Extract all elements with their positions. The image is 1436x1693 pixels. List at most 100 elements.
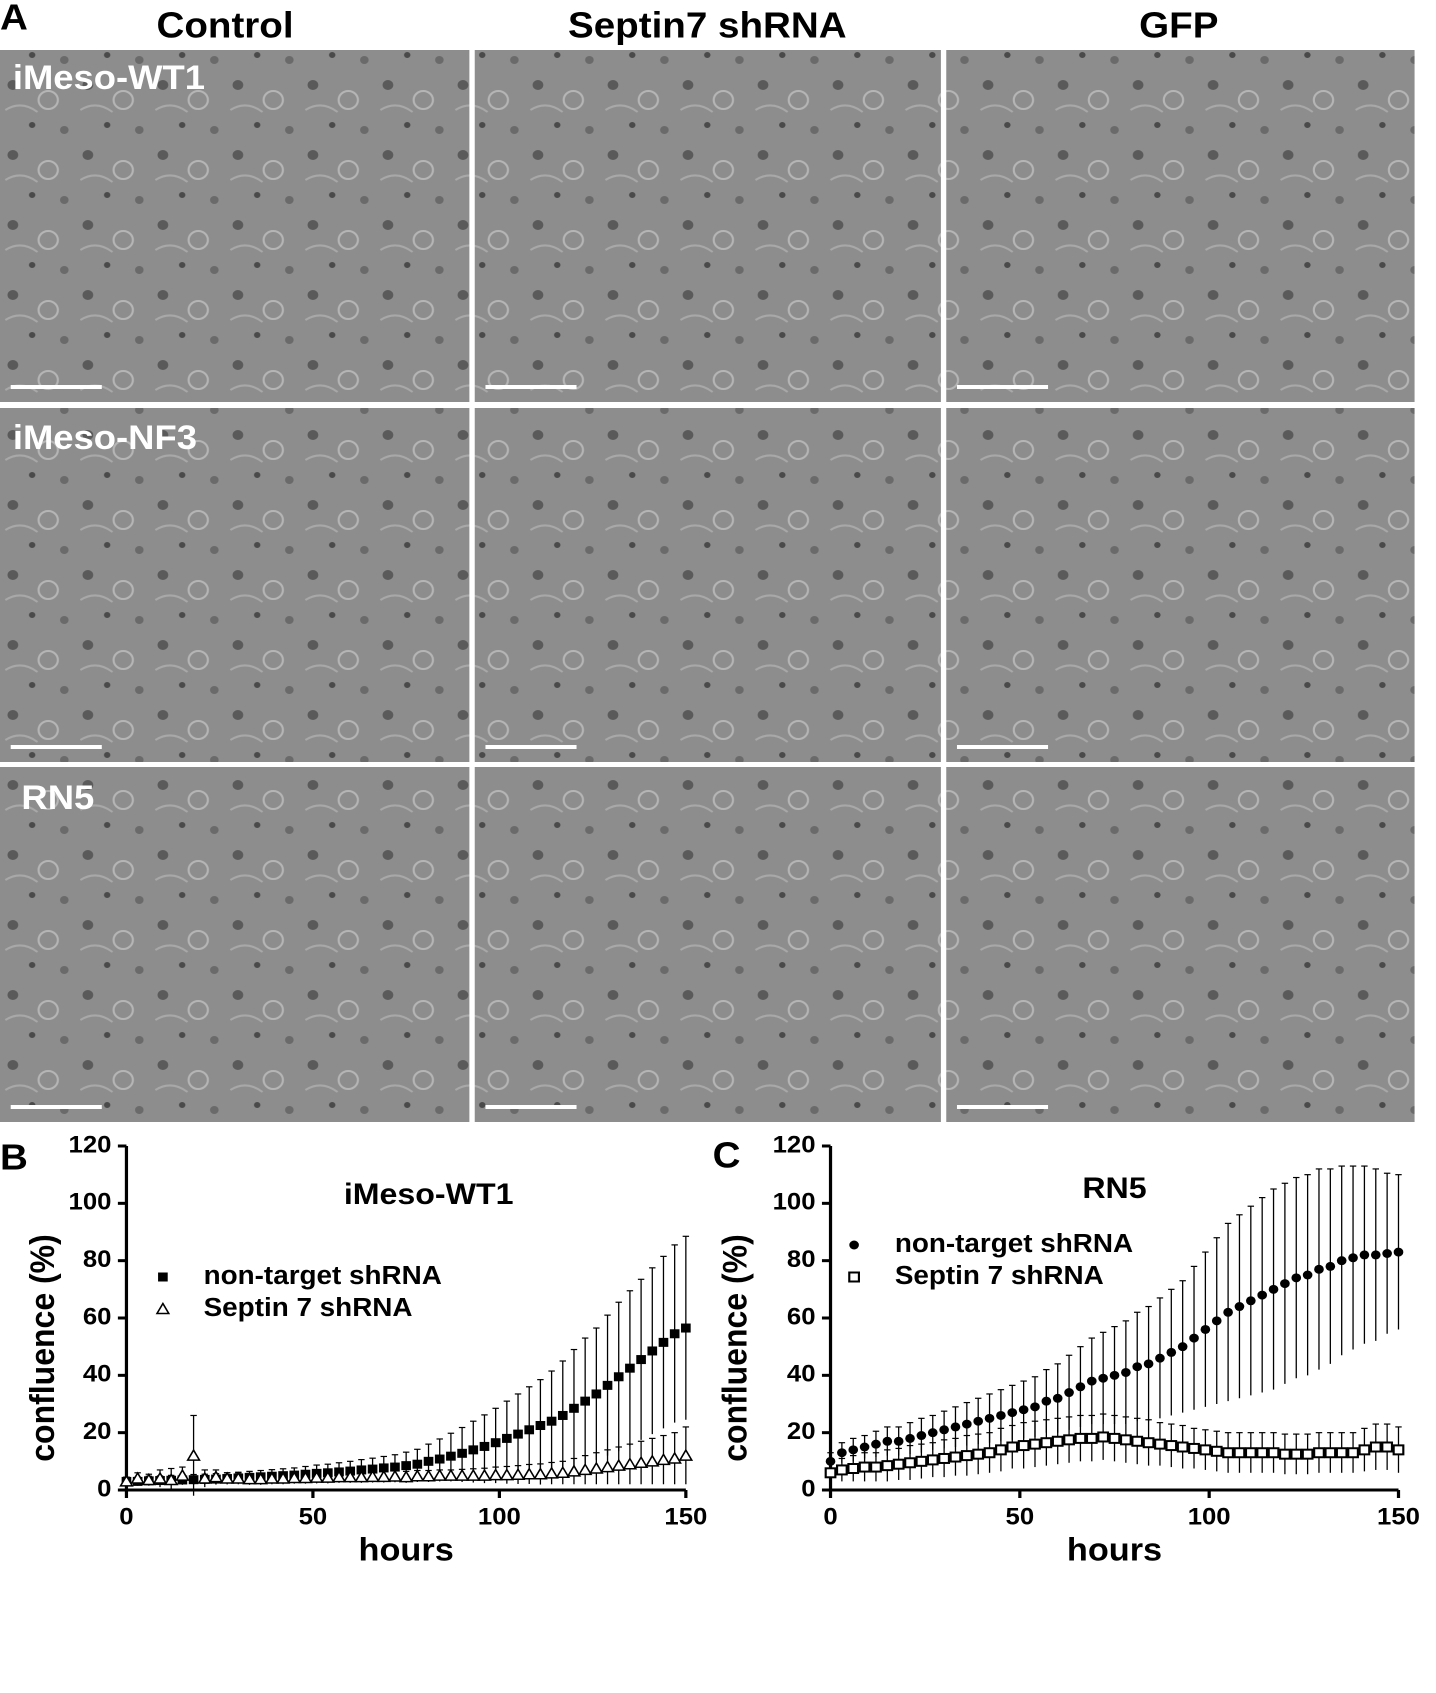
marker [546, 1416, 557, 1426]
marker [577, 1462, 593, 1476]
legend-marker [158, 1272, 168, 1282]
marker [847, 1463, 860, 1474]
marker [1132, 1362, 1143, 1372]
marker [1257, 1290, 1268, 1300]
y-tick-label: 100 [773, 1188, 816, 1215]
marker [557, 1410, 568, 1420]
marker [1189, 1333, 1199, 1343]
marker [633, 1455, 649, 1469]
marker [837, 1448, 847, 1458]
marker [1200, 1324, 1211, 1334]
micrograph [0, 50, 470, 402]
y-axis-label: confluence (%) [24, 1234, 62, 1462]
marker [1017, 1440, 1030, 1452]
x-tick-label: 0 [119, 1503, 133, 1530]
x-tick-label: 150 [1377, 1503, 1420, 1530]
marker [499, 1468, 515, 1481]
marker [457, 1448, 467, 1458]
marker [1098, 1373, 1108, 1383]
marker [387, 1469, 403, 1482]
marker [367, 1464, 378, 1474]
marker [1177, 1342, 1188, 1352]
marker [950, 1422, 961, 1432]
y-tick-label: 120 [69, 1131, 112, 1158]
x-tick-label: 50 [1006, 1503, 1035, 1530]
marker [939, 1425, 949, 1435]
marker [298, 1470, 313, 1484]
marker [824, 1467, 837, 1479]
marker [613, 1372, 624, 1382]
marker [490, 1438, 501, 1448]
legend-marker [155, 1301, 171, 1315]
marker [1155, 1353, 1165, 1363]
marker [320, 1470, 336, 1483]
marker [412, 1459, 423, 1469]
marker [141, 1472, 157, 1486]
marker [1268, 1284, 1279, 1294]
marker [1348, 1253, 1358, 1263]
marker [1097, 1431, 1110, 1443]
marker [1382, 1249, 1392, 1258]
marker [1007, 1408, 1018, 1418]
y-tick-label: 20 [83, 1418, 112, 1445]
micrograph [474, 408, 941, 762]
marker [962, 1419, 972, 1429]
marker [1199, 1444, 1212, 1456]
marker [1301, 1448, 1314, 1460]
micrograph [0, 767, 470, 1122]
marker [1109, 1370, 1120, 1380]
marker [656, 1452, 671, 1466]
marker [466, 1468, 481, 1481]
marker [600, 1460, 615, 1473]
marker [1121, 1367, 1131, 1377]
y-tick-label: 0 [801, 1475, 815, 1502]
marker [1074, 1432, 1087, 1444]
marker [1313, 1447, 1325, 1459]
chart-title: iMeso-WT1 [344, 1177, 514, 1211]
marker [434, 1454, 445, 1464]
x-tick-label: 0 [823, 1503, 837, 1530]
column-header: Control [156, 5, 293, 46]
marker [510, 1467, 526, 1481]
marker [1370, 1250, 1381, 1260]
marker [1029, 1438, 1041, 1450]
x-axis-label: hours [359, 1532, 454, 1568]
marker [625, 1363, 635, 1373]
marker [1075, 1382, 1086, 1392]
y-tick-label: 40 [83, 1360, 112, 1387]
legend-label: non-target shRNA [895, 1229, 1133, 1258]
marker [681, 1323, 691, 1333]
marker [984, 1413, 995, 1423]
marker [636, 1355, 646, 1365]
marker [432, 1468, 447, 1481]
marker [1154, 1438, 1166, 1450]
marker [1256, 1447, 1269, 1459]
marker [354, 1470, 369, 1483]
marker [152, 1471, 168, 1484]
y-tick-label: 40 [787, 1360, 816, 1387]
micrograph [474, 50, 941, 402]
marker [905, 1433, 915, 1443]
micrograph [474, 767, 941, 1122]
marker [881, 1460, 894, 1472]
marker [1347, 1447, 1359, 1459]
marker [1245, 1296, 1256, 1306]
marker [972, 1448, 985, 1460]
marker [398, 1470, 414, 1483]
marker [938, 1452, 951, 1464]
y-tick-label: 100 [69, 1188, 112, 1215]
marker [1336, 1256, 1347, 1266]
marker [1051, 1435, 1064, 1447]
marker [949, 1451, 962, 1463]
panel-label: B [0, 1137, 28, 1178]
marker [892, 1458, 905, 1470]
marker [309, 1470, 324, 1483]
marker [983, 1447, 996, 1459]
marker [1335, 1447, 1348, 1459]
x-tick-label: 50 [299, 1503, 328, 1530]
marker [1119, 1434, 1132, 1446]
row-label: iMeso-NF3 [13, 419, 197, 457]
marker [1392, 1444, 1405, 1456]
marker [569, 1403, 579, 1413]
